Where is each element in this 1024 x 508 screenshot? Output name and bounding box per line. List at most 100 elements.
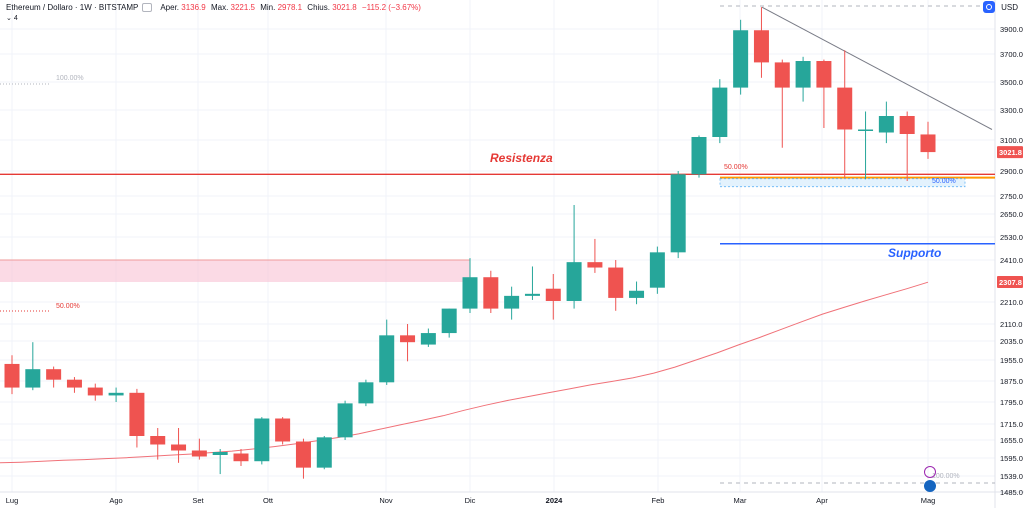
candle-body bbox=[629, 290, 645, 298]
candle-body bbox=[233, 453, 249, 462]
candle-body bbox=[358, 382, 374, 404]
candle-body bbox=[379, 335, 395, 383]
price-tick-label: 1715.0 bbox=[1000, 420, 1023, 429]
close-label: Chius. bbox=[307, 2, 330, 12]
candle-body bbox=[316, 437, 332, 468]
candle-body bbox=[899, 116, 915, 134]
time-tick-label: Mar bbox=[734, 496, 747, 505]
currency-icon[interactable] bbox=[983, 1, 996, 13]
fib-label-50-right: 50.00% bbox=[724, 164, 748, 171]
price-tick-label: 3900.0 bbox=[1000, 25, 1023, 34]
price-tick-label: 2410.0 bbox=[1000, 256, 1023, 265]
candle-body bbox=[524, 293, 540, 296]
candle-body bbox=[420, 333, 436, 345]
price-tick-label: 3300.0 bbox=[1000, 106, 1023, 115]
candle-body bbox=[275, 418, 291, 442]
low-value: 2978.1 bbox=[277, 2, 303, 12]
high-value: 3221.5 bbox=[230, 2, 255, 12]
candle-body bbox=[504, 295, 520, 309]
currency-selector[interactable]: USD bbox=[983, 1, 1018, 13]
candle-body bbox=[87, 387, 103, 396]
lightning-icon[interactable] bbox=[924, 466, 936, 478]
time-tick-label: Ott bbox=[263, 496, 274, 505]
resistance-label: Resistenza bbox=[490, 151, 553, 165]
indicator-count: 4 bbox=[13, 15, 18, 22]
time-tick-label: Apr bbox=[816, 496, 828, 505]
candle-body bbox=[46, 369, 62, 380]
price-tick-label: 1795.0 bbox=[1000, 398, 1023, 407]
price-tick-label: 1875.0 bbox=[1000, 377, 1023, 386]
fib-label-100-left: 100.00% bbox=[56, 75, 84, 82]
time-tick-label: Lug bbox=[6, 496, 19, 505]
candle-body bbox=[774, 62, 790, 88]
ma-price-badge bbox=[997, 276, 1023, 288]
ohlc-readout: Aper. 3136.9 Max. 3221.5 Min. 2978.1 Chi… bbox=[160, 3, 424, 12]
candle-body bbox=[295, 441, 311, 468]
candle-body bbox=[108, 392, 124, 396]
candle-body bbox=[441, 308, 457, 334]
price-tick-label: 1595.0 bbox=[1000, 454, 1023, 463]
currency-label: USD bbox=[1001, 2, 1018, 12]
chart-header: Ethereum / Dollaro · 1W · BITSTAMP Aper.… bbox=[0, 0, 424, 14]
support-label: Supporto bbox=[888, 246, 941, 260]
last-price-badge bbox=[997, 146, 1023, 159]
candle-body bbox=[254, 418, 270, 462]
change-value: −115.2 (−3.67%) bbox=[361, 2, 421, 12]
candle-body bbox=[25, 369, 41, 388]
low-label: Min. bbox=[260, 2, 276, 12]
fib-box bbox=[719, 178, 966, 188]
candle-body bbox=[858, 129, 874, 131]
candle-body bbox=[566, 262, 582, 301]
time-tick-label: Ago bbox=[109, 496, 122, 505]
time-tick-label: Nov bbox=[379, 496, 393, 505]
price-tick-label: 2210.0 bbox=[1000, 298, 1023, 307]
bars-style-icon[interactable] bbox=[142, 2, 153, 12]
candle-body bbox=[462, 277, 478, 309]
price-tick-label: 2530.0 bbox=[1000, 233, 1023, 242]
close-value: 3021.8 bbox=[332, 2, 357, 12]
fib-label-100-bottom: 100.00% bbox=[932, 473, 960, 480]
last-price-label: 3021.8 bbox=[999, 148, 1022, 157]
price-tick-label: 1485.0 bbox=[1000, 488, 1023, 497]
fib-label-50-left: 50.00% bbox=[56, 303, 80, 310]
open-label: Aper. bbox=[160, 2, 180, 12]
price-tick-label: 3700.0 bbox=[1000, 50, 1023, 59]
time-tick-label: Dic bbox=[465, 496, 476, 505]
time-tick-label: 2024 bbox=[546, 496, 564, 505]
price-tick-label: 2035.0 bbox=[1000, 337, 1023, 346]
fib-label-50-blue: 50.00% bbox=[932, 178, 956, 185]
candle-body bbox=[649, 252, 665, 288]
resistance-zone bbox=[0, 260, 470, 282]
price-tick-label: 1539.0 bbox=[1000, 472, 1023, 481]
price-tick-label: 1955.0 bbox=[1000, 356, 1023, 365]
candle-body bbox=[712, 87, 728, 137]
candle-body bbox=[920, 134, 936, 153]
candle-body bbox=[129, 392, 145, 436]
symbol-title[interactable]: Ethereum / Dollaro · 1W · BITSTAMP bbox=[6, 2, 139, 12]
candle-body bbox=[878, 116, 894, 133]
open-value: 3136.9 bbox=[181, 2, 206, 12]
candle-body bbox=[400, 335, 416, 343]
flag-icon[interactable] bbox=[924, 480, 936, 492]
trend-line bbox=[761, 6, 993, 130]
price-tick-label: 2750.0 bbox=[1000, 192, 1023, 201]
candle-body bbox=[837, 87, 853, 130]
candle-body bbox=[212, 452, 228, 455]
candle-body bbox=[545, 288, 561, 301]
time-tick-label: Set bbox=[192, 496, 204, 505]
price-tick-label: 2900.0 bbox=[1000, 167, 1023, 176]
candle-body bbox=[66, 379, 82, 388]
price-tick-label: 1655.0 bbox=[1000, 436, 1023, 445]
time-tick-label: Mag bbox=[921, 496, 936, 505]
ma-price-label: 2307.8 bbox=[999, 278, 1022, 287]
moving-average-line bbox=[0, 281, 929, 464]
indicators-toggle[interactable]: ⌄ 4 bbox=[6, 15, 18, 22]
price-tick-label: 3100.0 bbox=[1000, 136, 1023, 145]
candle-body bbox=[753, 30, 769, 63]
candle-body bbox=[171, 444, 187, 451]
candle-body bbox=[483, 277, 499, 309]
candle-body bbox=[150, 436, 166, 445]
candle-body bbox=[733, 30, 749, 88]
candle-body bbox=[670, 174, 686, 253]
